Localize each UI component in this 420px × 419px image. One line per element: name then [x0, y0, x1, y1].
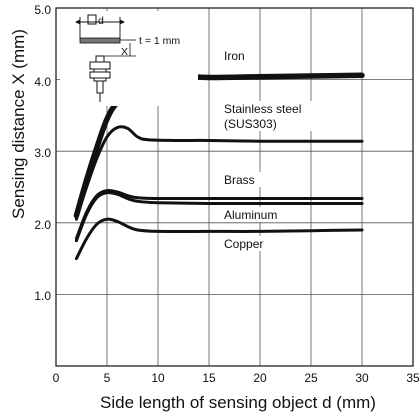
d-arrow-right	[120, 19, 125, 25]
x-tick-label: 5	[104, 371, 111, 385]
x-tick-label: 30	[355, 371, 369, 385]
label-background	[222, 207, 286, 222]
x-axis-title: Side length of sensing object d (mm)	[100, 393, 376, 412]
d-arrow-left	[75, 19, 80, 25]
target-plate	[79, 37, 121, 44]
x-tick-label: 35	[406, 371, 420, 385]
series-labels: Iron Stainless steel (SUS303) Brass Alum…	[222, 48, 326, 251]
series-line-copper	[74, 217, 364, 261]
y-tick-label: 3.0	[34, 146, 51, 160]
plot-frame	[55, 7, 414, 367]
series-label-sus303: (SUS303)	[224, 117, 277, 131]
series-label-aluminum: Aluminum	[224, 208, 277, 222]
y-tick-label: 1.0	[34, 289, 51, 303]
x-tick-label: 15	[202, 371, 216, 385]
x-label: X	[121, 46, 128, 58]
series-label-copper: Copper	[224, 237, 263, 251]
thickness-note: t = 1 mm	[139, 35, 180, 47]
x-tick-labels: 0 5 10 15 20 25 30 35	[53, 371, 420, 385]
y-tick-label: 5.0	[34, 3, 51, 17]
sensor-nut-lower	[89, 71, 111, 79]
sensor-nut	[89, 61, 111, 70]
label-background	[222, 172, 262, 187]
label-background	[222, 236, 272, 251]
x-tick-label: 20	[253, 371, 267, 385]
y-tick-label: 4.0	[34, 75, 51, 89]
sensing-object-inset: d t = 1 mm X	[60, 11, 198, 106]
y-axis-title: Sensing distance X (mm)	[9, 29, 28, 219]
series-line-stainless-steel	[74, 125, 364, 221]
sensor-head	[95, 55, 105, 63]
series-label-iron: Iron	[224, 49, 245, 63]
d-label: d	[98, 15, 104, 27]
sensor-tail	[96, 80, 104, 94]
y-tick-label: 2.0	[34, 218, 51, 232]
x-tick-label: 25	[304, 371, 318, 385]
square-symbol	[87, 14, 97, 25]
series-label-stainless-steel: Stainless steel	[224, 102, 301, 116]
label-background	[222, 48, 252, 63]
y-tick-labels: 1.0 2.0 3.0 4.0 5.0	[34, 3, 51, 303]
series-line-aluminum	[74, 191, 364, 243]
label-background	[222, 101, 326, 131]
series-label-brass: Brass	[224, 173, 255, 187]
inset-background	[60, 11, 198, 106]
x-tick-label: 0	[53, 371, 60, 385]
x-tick-label: 10	[151, 371, 165, 385]
